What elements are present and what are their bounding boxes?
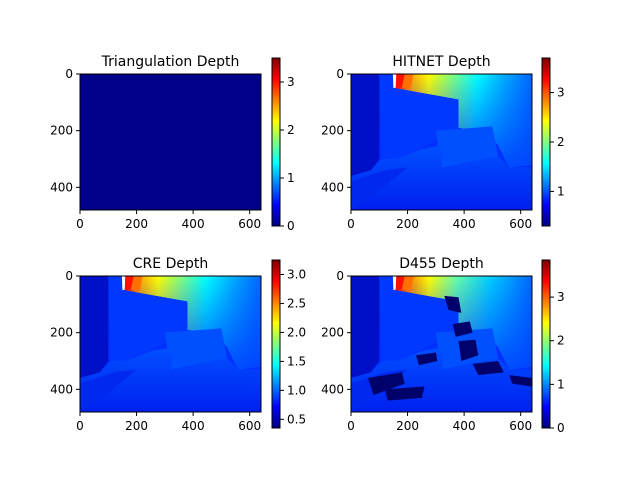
y-tick-label: 400 (50, 382, 73, 396)
x-tick-label: 400 (453, 419, 476, 433)
panel-right-box (164, 328, 228, 370)
x-tick-label: 200 (125, 419, 148, 433)
subplot-title: Triangulation Depth (101, 54, 240, 70)
near-left-region (351, 276, 380, 378)
colorbar-tick-label: 3 (557, 290, 565, 304)
subplot-title: CRE Depth (133, 256, 208, 272)
floor (80, 346, 261, 412)
x-tick-label: 600 (509, 419, 532, 433)
far-orange-strip (130, 276, 143, 291)
heatmap-image (80, 276, 261, 412)
axes-frame (350, 73, 533, 211)
colorbar-tick-label: 2 (557, 334, 565, 348)
heatmap-image (351, 74, 532, 210)
x-tick-label: 600 (509, 217, 532, 231)
colorbar-tick-label: 2.5 (287, 296, 306, 310)
colorbar-tick-label: 1 (557, 377, 565, 391)
heatmap-image (80, 74, 261, 210)
near-left-region (351, 74, 380, 176)
x-tick-label: 600 (238, 419, 261, 433)
y-tick-label: 0 (65, 269, 73, 283)
edge-highlight (392, 276, 397, 291)
colorbar-tick-label: 0 (557, 421, 565, 435)
y-tick-label: 200 (321, 124, 344, 138)
depth-hole-2 (458, 339, 479, 361)
depth-hole-0 (444, 295, 462, 313)
far-orange-strip (401, 74, 414, 89)
x-tick-label: 0 (76, 217, 84, 231)
colorbar-tick-label: 2 (287, 123, 295, 137)
depth-hole-7 (509, 375, 532, 387)
x-tick-label: 0 (76, 419, 84, 433)
floor (351, 144, 532, 210)
colorbar-tick-label: 0.5 (287, 412, 306, 426)
depth-hole-4 (367, 372, 405, 395)
x-tick-label: 600 (238, 217, 261, 231)
subplot-triangulation: Triangulation Depth 0 200 400 600 0 200 400 0 1 2 3 (50, 54, 295, 233)
y-tick-label: 200 (50, 124, 73, 138)
x-tick-label: 0 (347, 419, 355, 433)
subplot-d455: D455 Depth 0 200 400 600 0 200 400 0 1 2 3 (321, 256, 565, 435)
edge-highlight (392, 74, 397, 89)
y-tick-label: 0 (65, 67, 73, 81)
far-wall-shade (394, 74, 532, 168)
y-tick-label: 400 (50, 180, 73, 194)
x-tick-label: 400 (182, 217, 205, 231)
subplot-title: D455 Depth (399, 256, 484, 272)
x-tick-label: 200 (396, 419, 419, 433)
depth-hole-3 (416, 352, 438, 366)
colorbar-tick-label: 1 (557, 184, 565, 198)
subplot-hitnet: HITNET Depth 0 200 400 600 0 200 400 1 2 3 (321, 54, 565, 231)
x-tick-label: 400 (453, 217, 476, 231)
floor-left (80, 369, 137, 412)
y-tick-label: 400 (321, 382, 344, 396)
depth-hole-6 (472, 361, 504, 376)
subplot-cre: CRE Depth 0 200 400 600 0 200 400 0.5 1.0 1.5 2.0 2.… (50, 256, 306, 433)
colorbar-tick-label: 2 (557, 135, 565, 149)
nearest-far-strip (394, 276, 405, 290)
colorbar (541, 259, 551, 429)
colorbar-tick-label: 3.0 (287, 267, 306, 281)
depth-hole-1 (452, 321, 473, 337)
floor-left (351, 167, 408, 210)
y-tick-label: 200 (321, 326, 344, 340)
x-tick-label: 0 (347, 217, 355, 231)
nearest-far-strip (123, 276, 134, 290)
y-tick-label: 200 (50, 326, 73, 340)
subplot-title: HITNET Depth (392, 54, 490, 70)
x-tick-label: 200 (396, 217, 419, 231)
y-tick-label: 0 (336, 269, 344, 283)
colorbar-tick-label: 1 (287, 171, 295, 185)
y-tick-label: 0 (336, 67, 344, 81)
colorbar-tick-label: 2.0 (287, 325, 306, 339)
axes-frame (79, 73, 262, 211)
panel-right-box (435, 126, 499, 168)
colorbar-tick-label: 0 (287, 219, 295, 233)
x-tick-label: 400 (182, 419, 205, 433)
far-wall-shade (123, 276, 261, 370)
colorbar-tick-label: 3 (287, 75, 295, 89)
axes-frame (350, 275, 533, 413)
heatmap-image (351, 276, 532, 412)
x-tick-label: 200 (125, 217, 148, 231)
axes-frame (79, 275, 262, 413)
edge-highlight (121, 276, 126, 291)
colorbar-tick-label: 1.0 (287, 383, 306, 397)
colorbar-tick-label: 3 (557, 86, 565, 100)
y-tick-label: 400 (321, 180, 344, 194)
near-left-region (80, 276, 109, 378)
depth-hole-5 (384, 386, 425, 401)
nearest-far-strip (394, 74, 405, 88)
far-orange-strip (401, 276, 414, 291)
colorbar (271, 57, 281, 227)
colorbar-tick-label: 1.5 (287, 354, 306, 368)
colorbar (271, 259, 281, 429)
colorbar (541, 57, 551, 227)
